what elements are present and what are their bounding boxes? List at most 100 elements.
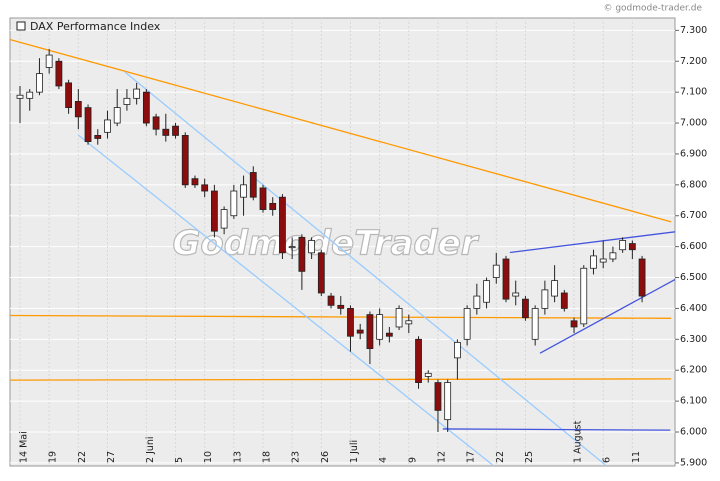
candle-body xyxy=(628,243,636,251)
plot-area xyxy=(9,17,676,467)
candle-body xyxy=(74,101,82,118)
y-tick-label: 6.200 xyxy=(680,365,707,376)
y-tick-label: 6.800 xyxy=(680,179,707,190)
watermark: GodmodeTrader xyxy=(172,224,479,264)
trend-line xyxy=(77,134,493,466)
x-tick-label: 25 xyxy=(524,451,535,463)
candle-body xyxy=(424,372,432,377)
candle-body xyxy=(609,252,617,260)
candle-body xyxy=(366,314,374,349)
candle-body xyxy=(172,125,179,136)
candle-body xyxy=(463,308,471,340)
candle-body xyxy=(580,267,588,325)
y-tick-label: 6.400 xyxy=(680,303,707,314)
candle-body xyxy=(619,240,627,251)
candle-body xyxy=(492,264,500,278)
candle-body xyxy=(181,135,189,186)
candle-body xyxy=(84,107,92,142)
candle-body xyxy=(220,209,228,229)
candle-body xyxy=(249,172,257,198)
candle-body xyxy=(45,54,53,68)
candle-body xyxy=(133,88,141,99)
candle-body xyxy=(113,107,121,124)
x-tick-label: 27 xyxy=(106,451,117,463)
copyright: © godmode-trader.de xyxy=(603,4,702,14)
x-tick-label: 10 xyxy=(203,451,214,463)
candle-body xyxy=(483,280,490,303)
trend-line xyxy=(442,428,671,431)
candle-body xyxy=(65,82,72,109)
candle-body xyxy=(317,252,325,294)
candle-body xyxy=(210,190,218,232)
candle-body xyxy=(405,320,413,325)
trend-line xyxy=(509,231,675,254)
x-tick-label: 22 xyxy=(495,451,506,463)
candle-body xyxy=(36,73,43,93)
y-tick-label: 6.700 xyxy=(680,210,707,221)
x-tick-label: 12 xyxy=(436,451,447,463)
candle-body xyxy=(162,128,170,136)
trend-line xyxy=(10,39,672,223)
candle-body xyxy=(191,178,199,186)
y-tick-label: 7.100 xyxy=(680,87,707,98)
candle-body xyxy=(453,342,461,359)
y-tick-label: 7.200 xyxy=(680,56,707,67)
x-tick-label: 17 xyxy=(466,451,477,463)
y-tick-label: 6.000 xyxy=(680,427,707,438)
candle-body xyxy=(142,91,150,124)
candle-body xyxy=(152,116,160,130)
y-tick-label: 7.300 xyxy=(680,25,707,36)
candle-body xyxy=(298,236,306,272)
x-tick-label: 6 xyxy=(602,457,613,463)
candle-body xyxy=(123,97,131,105)
x-tick-label: 5 xyxy=(174,457,185,463)
candle-body xyxy=(279,196,286,254)
y-tick-label: 6.100 xyxy=(680,396,707,407)
candle-body xyxy=(434,382,442,411)
trend-line xyxy=(124,71,606,466)
y-tick-label: 6.500 xyxy=(680,272,707,283)
candle-body xyxy=(522,298,529,319)
candle-body xyxy=(376,314,384,340)
candle-body xyxy=(385,332,393,337)
candle-body xyxy=(512,292,520,297)
x-tick-label: 18 xyxy=(262,451,273,463)
x-tick-label: 9 xyxy=(407,457,418,463)
x-tick-label: 2 Juni xyxy=(145,436,156,463)
candle-body xyxy=(560,292,568,309)
candle-body xyxy=(570,320,578,328)
y-tick-label: 6.300 xyxy=(680,334,707,345)
candle-body xyxy=(337,304,345,309)
trend-line xyxy=(10,314,672,319)
candle-body xyxy=(473,295,481,309)
grid xyxy=(10,18,675,466)
candle-body xyxy=(590,255,597,269)
trend-line xyxy=(10,378,672,381)
x-tick-label: 19 xyxy=(48,451,59,463)
y-tick-label: 6.900 xyxy=(680,148,707,159)
chart-title: DAX Performance Index xyxy=(30,20,161,33)
candle-body xyxy=(551,280,558,297)
candle-body xyxy=(531,308,539,340)
y-tick-label: 6.600 xyxy=(680,241,707,252)
y-tick-label: 7.000 xyxy=(680,118,707,129)
candle-body xyxy=(599,258,607,263)
x-tick-label: 1 August xyxy=(573,420,584,463)
candle-body xyxy=(104,119,111,133)
candle-body xyxy=(327,295,335,306)
candle-body xyxy=(347,308,354,337)
candle-body xyxy=(26,91,34,99)
y-tick-label: 5.900 xyxy=(680,457,707,468)
candle-body xyxy=(356,329,364,334)
trend-line xyxy=(539,278,675,354)
candle-body xyxy=(201,184,209,192)
candle-body xyxy=(308,240,316,254)
x-tick-label: 22 xyxy=(77,451,88,463)
candle-body xyxy=(541,289,549,309)
candle-body xyxy=(444,382,452,421)
x-tick-label: 4 xyxy=(378,457,389,463)
candle-body xyxy=(240,184,247,198)
x-tick-label: 14 Mai xyxy=(19,431,30,463)
candle-body xyxy=(415,338,422,383)
